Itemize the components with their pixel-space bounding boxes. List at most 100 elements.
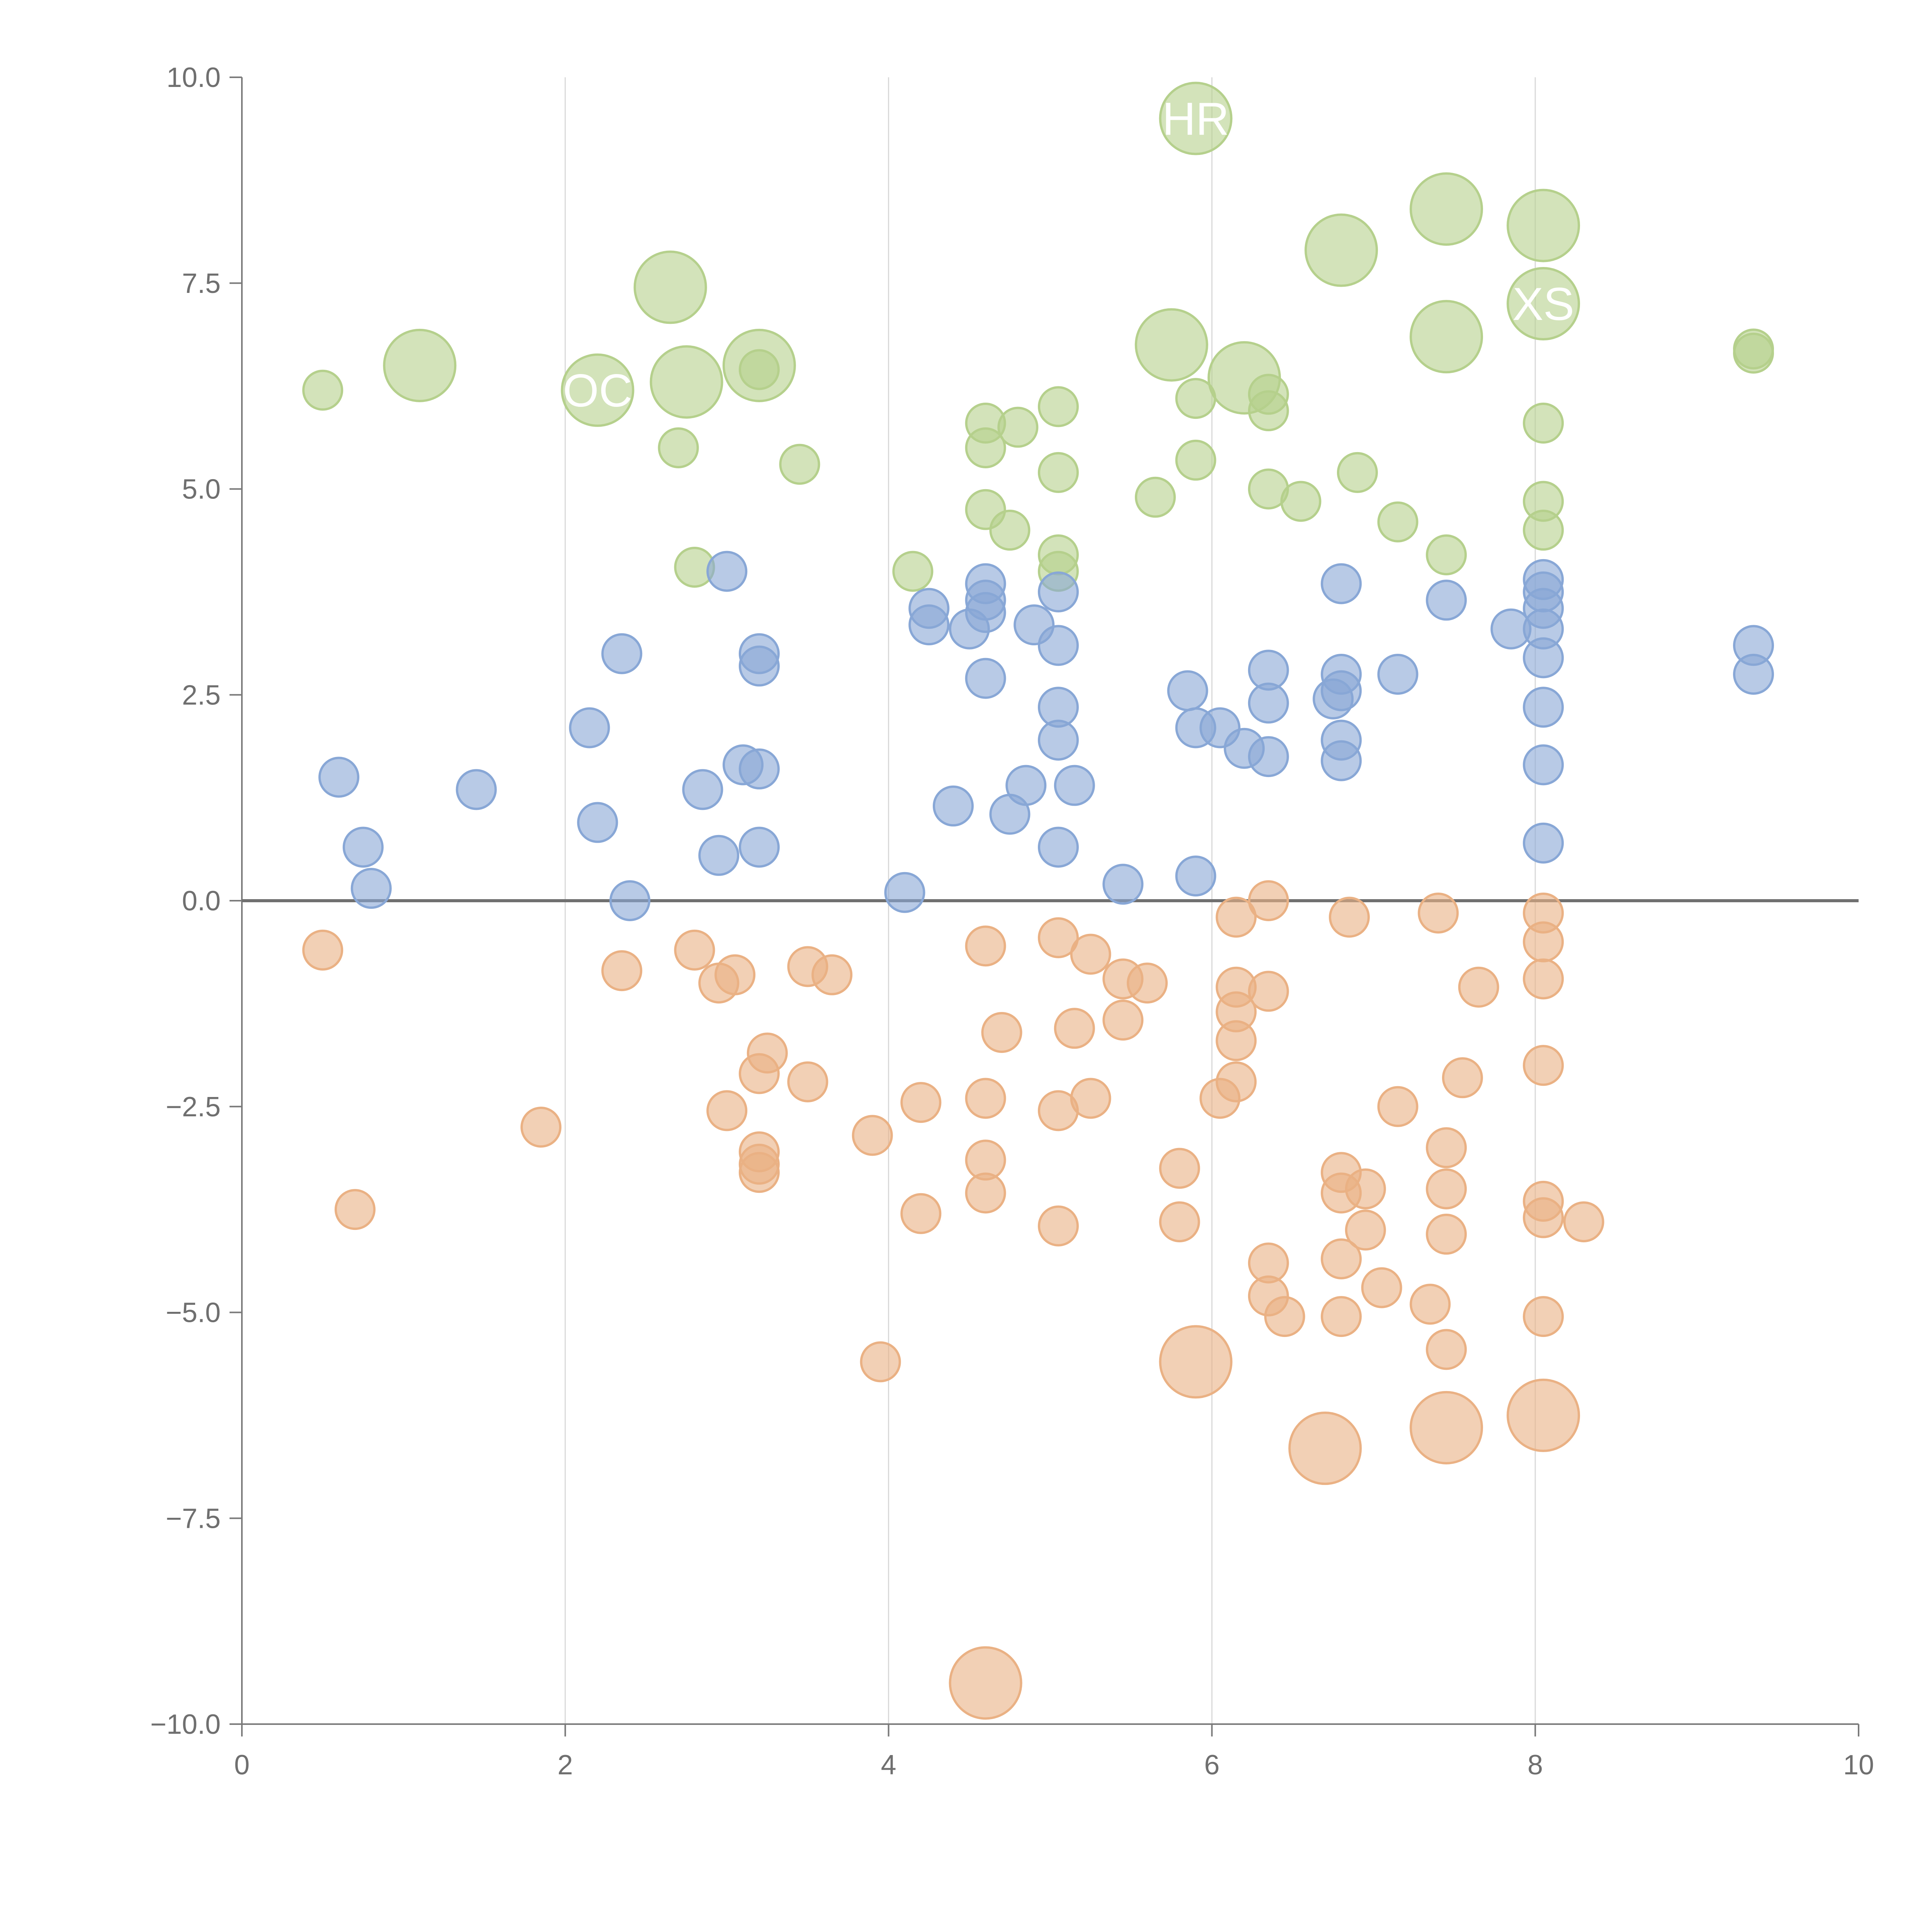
data-point-middle [1102,864,1144,905]
data-point-low [1321,1238,1362,1279]
data-point-high [1426,534,1467,575]
data-point-high [1175,439,1216,481]
data-point-high [892,551,934,592]
data-point-low [1523,958,1564,1000]
bubble-high [1304,213,1378,287]
data-point-middle [682,769,723,810]
x-tick-label: 2 [558,1750,573,1781]
data-point-middle [1037,571,1079,612]
data-point-high [1134,476,1176,518]
data-point-low [1410,1284,1451,1325]
data-point-middle [1321,670,1362,711]
data-point-low [1159,1148,1200,1189]
data-point-low [965,925,1006,967]
axes: 10.0 7.5 5.0 2.5 0.0 −2.5 −5.0 −7.5 −10.0 0 2 4 6 8 10 [150,62,1874,1781]
data-point-middle [738,645,780,687]
data-point-low [334,1189,376,1230]
x-tick-label: 0 [234,1750,250,1781]
bubble-high [1507,189,1580,262]
data-point-middle [1523,822,1564,864]
bubble-high [650,345,723,419]
data-point-high [658,427,699,468]
data-point-middle [908,604,950,646]
data-point-middle [1054,765,1095,806]
data-point-middle [1248,736,1289,777]
data-point-low [1070,1078,1111,1119]
data-point-middle [706,551,748,592]
data-point-middle [350,868,392,909]
data-point-middle [318,757,360,798]
bubble-high [1134,308,1208,382]
data-point-middle [1037,719,1079,761]
data-point-middle [577,802,618,843]
bubble-low [1159,1325,1233,1399]
y-tick-label: 2.5 [182,680,221,711]
data-point-middle [738,748,780,790]
data-point-high [1280,481,1321,522]
bubble-labels: HR XS OC [563,93,1574,417]
x-tick-label: 8 [1527,1750,1543,1781]
data-point-low [1523,1296,1564,1337]
data-point-low [1442,1057,1483,1099]
data-point-low [1037,1205,1079,1247]
data-point-middle [609,880,651,921]
data-point-low [1037,917,1079,958]
data-point-low [1264,1296,1305,1337]
data-point-high [1037,452,1079,493]
data-point-low [714,954,756,995]
data-point-middle [1037,827,1079,868]
data-point-high [302,369,344,411]
y-tick-label: 5.0 [182,474,221,505]
bubble-annotation: HR [1162,93,1229,145]
data-point-middle [1167,670,1208,711]
data-point-low [1523,1045,1564,1086]
bubble-high [722,328,796,402]
data-point-low [965,1078,1006,1119]
data-point-middle [932,785,974,827]
data-point-high [779,444,820,485]
bubble-low [1410,1391,1483,1464]
y-tick-label: −10.0 [150,1709,221,1740]
data-point-low [1426,1168,1467,1209]
data-point-low [1458,966,1499,1008]
data-point-middle [1321,563,1362,604]
bubble-high [633,250,707,324]
data-point-low [900,1193,942,1234]
data-point-low [1070,934,1111,975]
data-point-high [1523,510,1564,551]
data-point-low [520,1107,562,1148]
data-point-high [965,427,1006,468]
data-point-low [1329,896,1370,938]
data-point-middle [601,633,643,674]
data-point-middle [1426,580,1467,621]
data-point-low [1426,1329,1467,1370]
data-point-low [1127,963,1168,1004]
data-point-low [302,929,344,971]
bubble-low [1288,1412,1362,1485]
data-point-low [1216,1061,1257,1102]
data-point-middle [1523,687,1564,728]
data-point-middle [1005,765,1047,806]
data-point-low [706,1090,748,1131]
bubble-high [1410,300,1483,374]
data-points [302,82,1774,1720]
data-point-low [860,1341,901,1383]
data-point-low [601,950,643,992]
x-tick-label: 10 [1843,1750,1874,1781]
data-point-middle [698,835,740,876]
bubble-high [561,353,634,427]
data-point-low [900,1082,942,1123]
data-point-low [811,954,853,995]
bubble-high [1208,341,1281,415]
data-point-low [1377,1086,1418,1127]
data-point-middle [1321,740,1362,781]
data-point-low [1248,880,1289,921]
bubble-low [1507,1378,1580,1452]
y-tick-label: 7.5 [182,268,221,299]
data-point-middle [456,769,497,810]
data-point-high [1377,501,1418,543]
y-tick-label: −5.0 [166,1298,221,1328]
data-point-middle [342,827,384,868]
